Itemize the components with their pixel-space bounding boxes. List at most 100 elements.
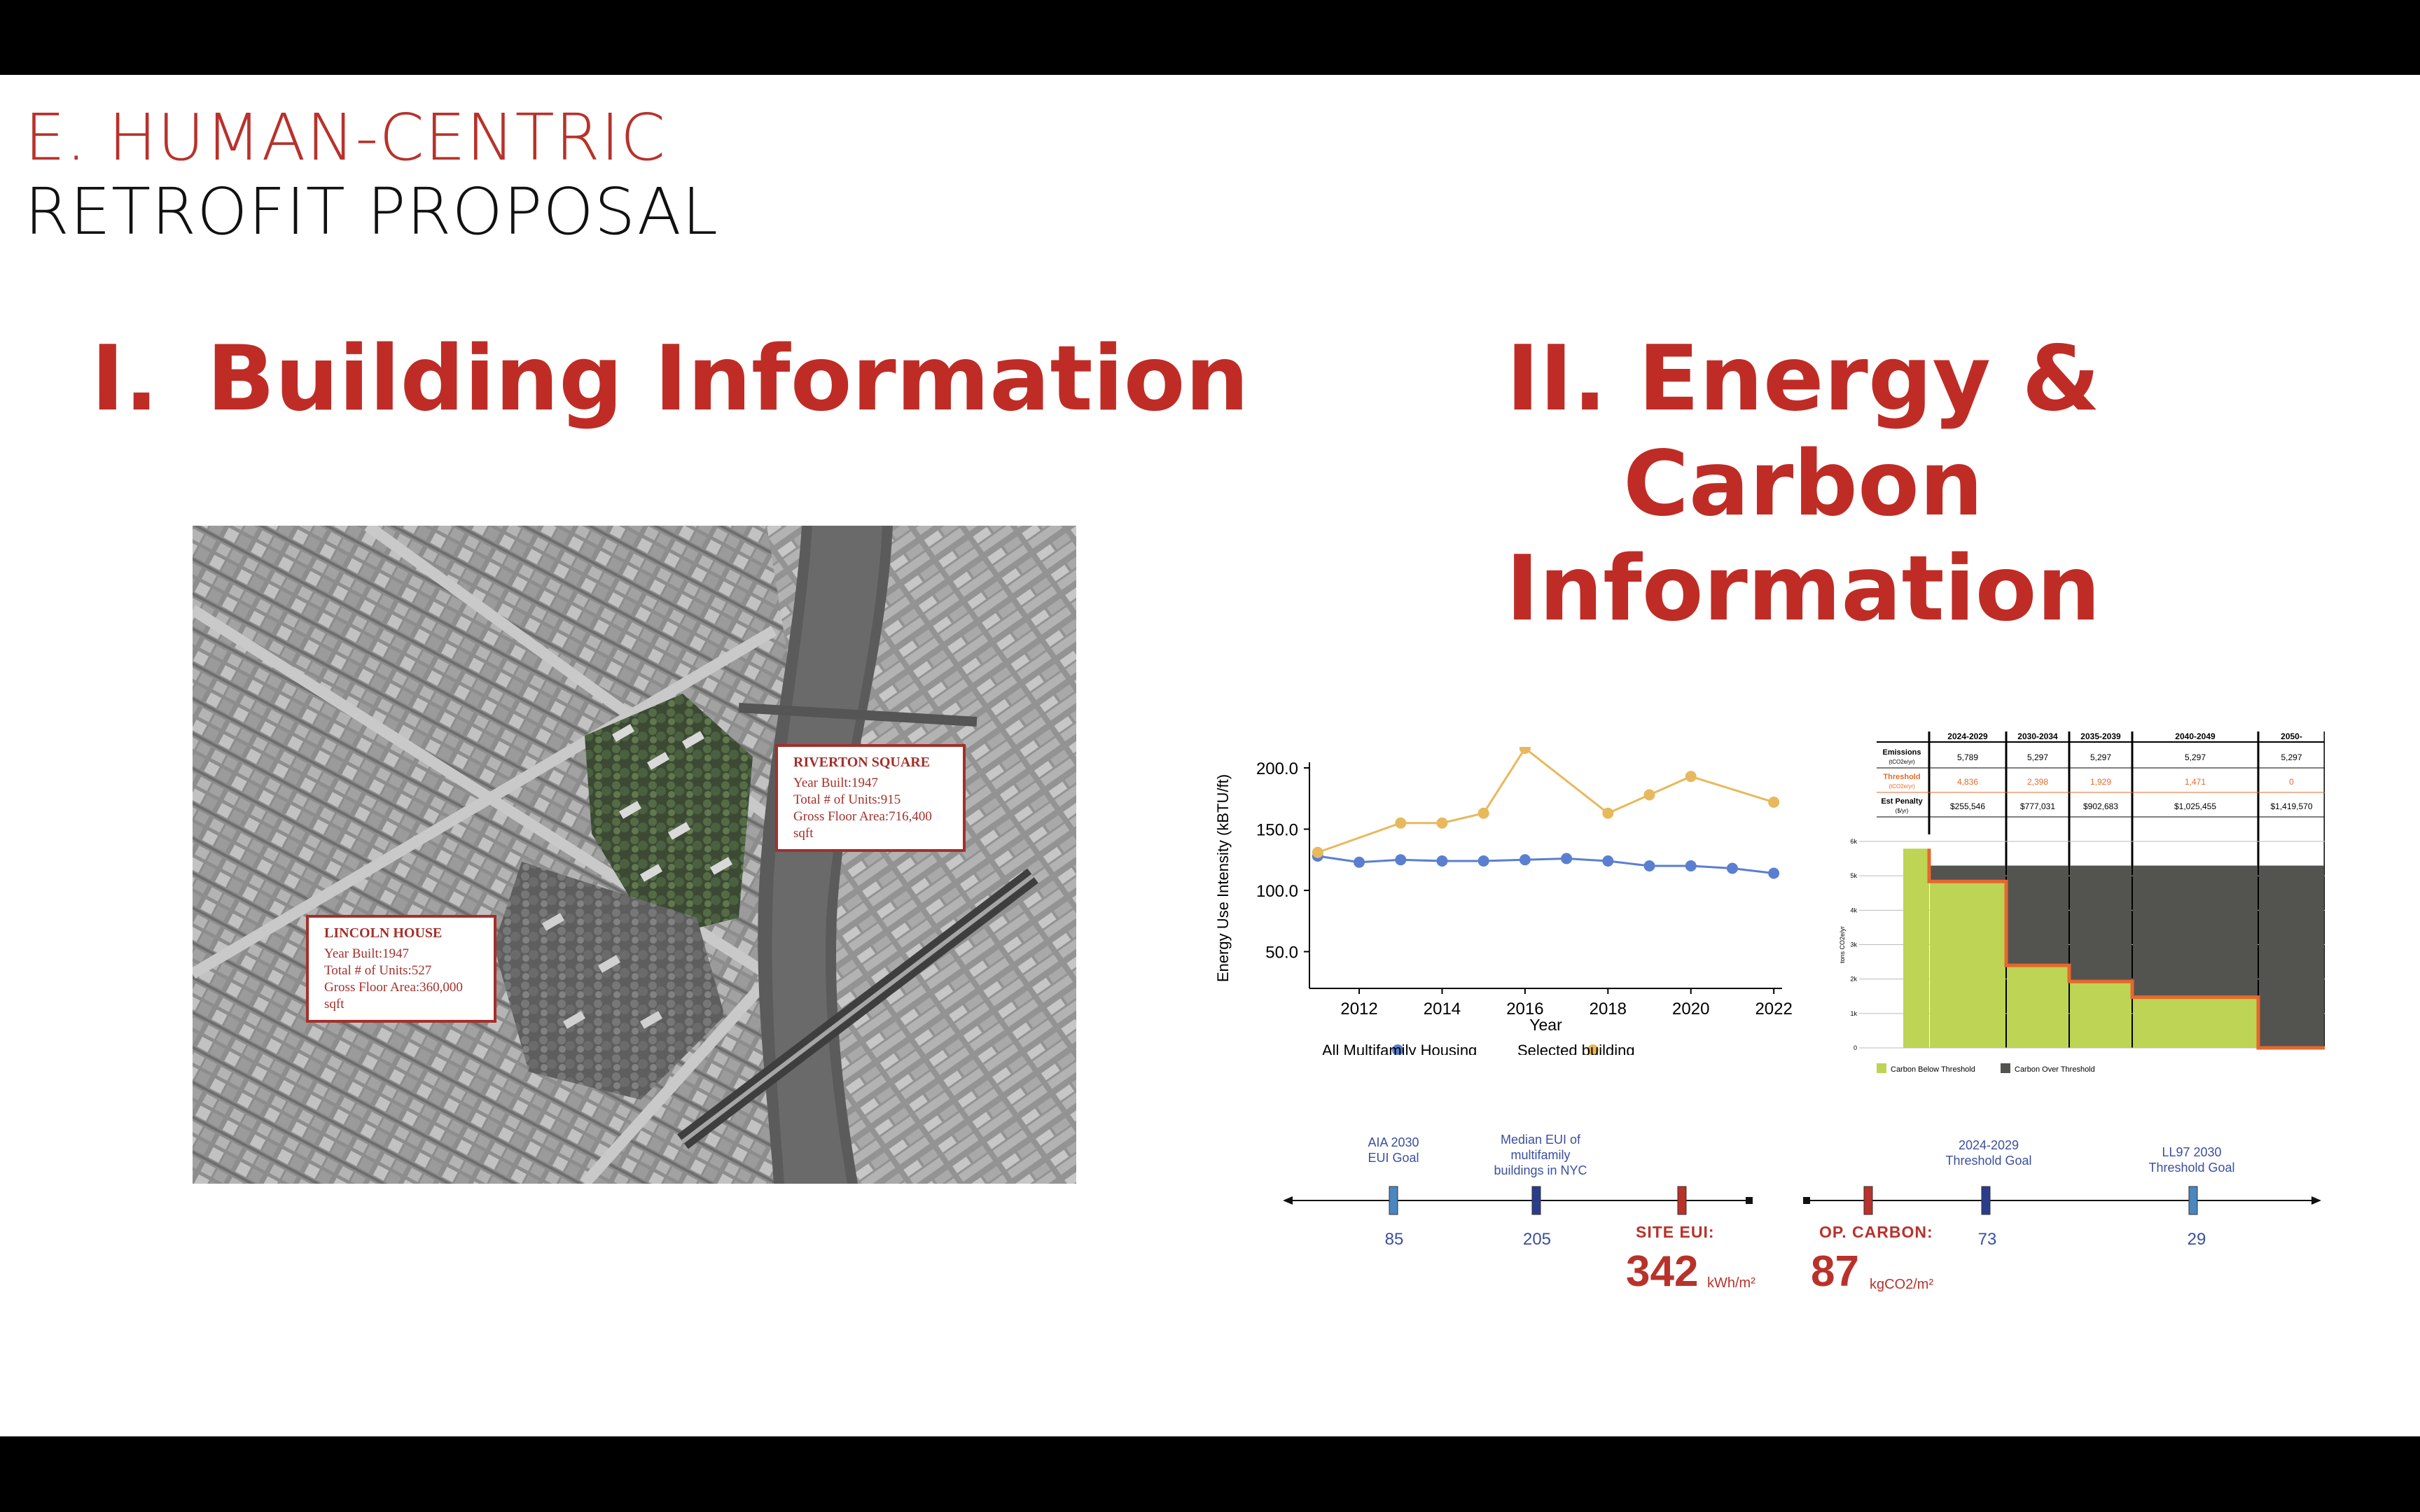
carbon-scale-label-ll97: LL97 2030 Threshold Goal xyxy=(2148,1145,2235,1175)
eui-series-point-0 xyxy=(1602,855,1614,867)
eui-series-point-0 xyxy=(1477,855,1489,867)
aerial-map-image xyxy=(193,526,1076,1184)
eui-scale-arrow xyxy=(1283,1196,1293,1205)
eui-series-point-1 xyxy=(1643,789,1655,801)
carbon-scale-label-2024: 2024-2029 Threshold Goal xyxy=(1945,1138,2032,1168)
table-cell: 5,297 xyxy=(2090,752,2111,762)
section-2-line-1: II. Energy & Carbon xyxy=(1505,327,2101,536)
area-threshold-line xyxy=(1927,848,2325,1050)
site-eui-unit: kWh/m² xyxy=(1707,1275,1755,1291)
table-row-label: Threshold xyxy=(1883,773,1920,781)
carbon-scale-marker xyxy=(1863,1186,1873,1215)
carbon-scale-marker xyxy=(2188,1186,2198,1215)
eui-series-point-1 xyxy=(1395,817,1407,829)
eui-x-tick-label: 2018 xyxy=(1590,1000,1627,1018)
eui-series-point-1 xyxy=(1602,807,1614,819)
table-column-header: 2040-2049 xyxy=(2175,732,2216,741)
table-column-header: 2030-2034 xyxy=(2017,732,2058,741)
table-cell: 1,471 xyxy=(2185,777,2206,787)
op-carbon-unit: kgCO2/m² xyxy=(1870,1277,1934,1292)
eui-y-tick-label: 200.0 xyxy=(1256,760,1298,778)
area-y-tick-label: 6k xyxy=(1850,838,1857,845)
eui-series-point-1 xyxy=(1436,817,1448,829)
eui-series-point-0 xyxy=(1354,856,1365,868)
table-cell: 5,297 xyxy=(2027,752,2048,762)
eui-series-line-1 xyxy=(1317,747,1774,854)
lincoln-callout: LINCOLN HOUSE Year Built:1947 Total # of… xyxy=(306,915,496,1023)
table-row-label: Emissions xyxy=(1882,748,1921,757)
riverton-area: Gross Floor Area:716,400 sqft xyxy=(793,809,932,841)
eui-legend-marker-1 xyxy=(1587,1044,1599,1055)
carbon-scale-axis xyxy=(1803,1186,2321,1215)
area-over-threshold xyxy=(2133,865,2258,997)
eui-series-point-1 xyxy=(1685,771,1697,783)
eui-x-tick-label: 2014 xyxy=(1424,1000,1461,1018)
eui-series-point-0 xyxy=(1561,853,1573,864)
table-cell: 5,297 xyxy=(2281,752,2302,762)
header-line-1: E. HUMAN-CENTRIC xyxy=(25,100,667,175)
eui-scale-marker xyxy=(1389,1186,1398,1215)
eui-legend-label-0: All Multifamily Housing xyxy=(1322,1042,1477,1055)
area-below-threshold xyxy=(2007,965,2068,1048)
section-1-number: I. xyxy=(91,327,159,431)
table-cell: $777,031 xyxy=(2020,802,2055,811)
table-cell: $1,025,455 xyxy=(2174,802,2216,811)
riverton-units: Total # of Units:915 xyxy=(793,792,901,807)
table-column-header: 2050- xyxy=(2281,732,2302,741)
eui-scale-end xyxy=(1746,1197,1753,1204)
eui-series-point-1 xyxy=(1312,846,1323,858)
eui-y-tick-label: 150.0 xyxy=(1256,821,1298,840)
table-cell: 4,836 xyxy=(1957,777,1978,787)
table-cell: $1,419,570 xyxy=(2270,802,2312,811)
slide: E. HUMAN-CENTRIC RETROFIT PROPOSAL I. Bui… xyxy=(0,75,2420,1436)
site-eui-value: 342 xyxy=(1626,1247,1699,1296)
table-column-header: 2035-2039 xyxy=(2080,732,2121,741)
riverton-title: RIVERTON SQUARE xyxy=(793,755,931,770)
area-legend-marker-0 xyxy=(1877,1063,1886,1073)
eui-series-point-0 xyxy=(1768,867,1780,879)
eui-series-point-0 xyxy=(1436,855,1448,867)
eui-series-point-0 xyxy=(1395,854,1407,866)
riverton-callout: RIVERTON SQUARE Year Built:1947 Total # … xyxy=(775,744,966,852)
lincoln-units: Total # of Units:527 xyxy=(324,963,432,978)
riverton-year: Year Built:1947 xyxy=(793,776,879,790)
area-legend-label-1: Carbon Over Threshold xyxy=(2015,1065,2095,1074)
ll97-penalty-chart: 2024-2029 2030-2034 2035-2039 2040-2049 2050… xyxy=(1839,732,2325,1074)
eui-x-tick-label: 2012 xyxy=(1340,1000,1377,1018)
eui-y-tick-label: 100.0 xyxy=(1256,882,1298,901)
table-cell: 2,398 xyxy=(2027,777,2048,787)
area-legend-label-0: Carbon Below Threshold xyxy=(1891,1065,1975,1074)
eui-line-chart: 50.0 100.0 150.0 200.0 2012 2014 2016 2018 2020 2… xyxy=(1214,747,1793,1055)
carbon-scale-value-ll97: 29 xyxy=(2187,1230,2206,1249)
section-1-title: I. Building Information xyxy=(91,327,1249,431)
eui-scale-value-aia: 85 xyxy=(1384,1230,1404,1249)
eui-scale-label-median: Median EUI of multifamily buildings in N… xyxy=(1494,1133,1587,1177)
lincoln-year: Year Built:1947 xyxy=(324,946,410,961)
area-below-threshold xyxy=(1930,881,2005,1048)
eui-x-tick-label: 2016 xyxy=(1506,1000,1543,1018)
table-row-label: Est Penalty xyxy=(1881,797,1923,806)
eui-y-axis-label: Energy Use Intensity (kBTU/ft) xyxy=(1214,774,1232,982)
area-y-axis-label: tons CO2e/yr xyxy=(1839,926,1846,963)
table-row-sublabel: (tCO2e/yr) xyxy=(1889,783,1915,790)
area-below-threshold xyxy=(2133,997,2258,1048)
area-y-tick-label: 3k xyxy=(1850,941,1857,948)
eui-series-point-0 xyxy=(1685,860,1697,872)
eui-x-tick-label: 2022 xyxy=(1755,1000,1792,1018)
area-over-threshold xyxy=(1930,865,2005,882)
table-cell: 0 xyxy=(2289,777,2294,787)
eui-series-point-1 xyxy=(1519,747,1531,754)
op-carbon-label: OP. CARBON: xyxy=(1819,1223,1933,1241)
eui-scale-value-median: 205 xyxy=(1522,1230,1552,1249)
eui-legend-marker-0 xyxy=(1392,1044,1403,1055)
table-row-sublabel: (tCO2e/yr) xyxy=(1889,759,1915,765)
area-over-threshold xyxy=(2259,865,2324,1048)
area-y-tick-label: 4k xyxy=(1850,906,1857,913)
eui-y-tick-label: 50.0 xyxy=(1265,944,1298,962)
table-row-sublabel: ($/yr) xyxy=(1896,808,1909,814)
eui-x-axis-label: Year xyxy=(1529,1016,1562,1034)
table-cell: $255,546 xyxy=(1950,802,1985,811)
table-cell: 5,789 xyxy=(1957,752,1978,762)
carbon-scale-start xyxy=(1803,1197,1810,1204)
table-column-header: 2024-2029 xyxy=(1947,732,1988,741)
